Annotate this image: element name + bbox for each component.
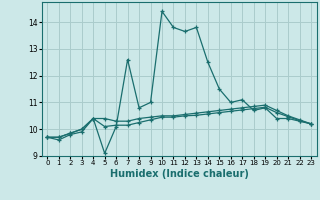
X-axis label: Humidex (Indice chaleur): Humidex (Indice chaleur) xyxy=(110,169,249,179)
